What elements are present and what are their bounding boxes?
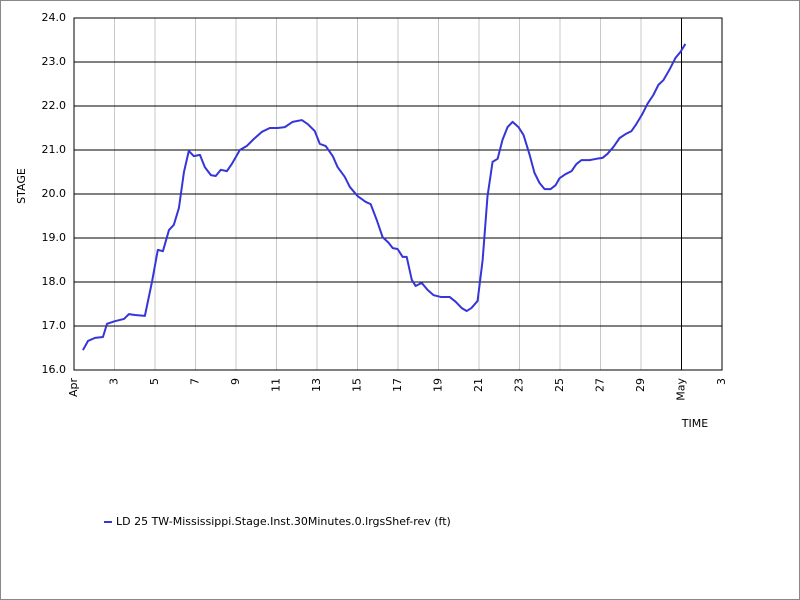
x-tick-label: 3 xyxy=(715,378,728,385)
y-tick-label: 20.0 xyxy=(42,187,67,200)
x-axis-label: TIME xyxy=(681,417,708,430)
y-axis-label: STAGE xyxy=(15,168,28,204)
x-tick-label: May xyxy=(675,378,688,401)
y-tick-label: 17.0 xyxy=(42,319,67,332)
y-tick-label: 19.0 xyxy=(42,231,67,244)
x-tick-label: 27 xyxy=(594,378,607,392)
x-tick-label: 19 xyxy=(432,378,445,392)
y-tick-label: 23.0 xyxy=(42,55,67,68)
y-tick-label: 21.0 xyxy=(42,143,67,156)
legend-label: LD 25 TW-Mississippi.Stage.Inst.30Minute… xyxy=(116,515,451,528)
y-tick-label: 24.0 xyxy=(42,11,67,24)
x-tick-label: 25 xyxy=(553,378,566,392)
x-tick-label: 3 xyxy=(108,378,121,385)
x-tick-label: Apr xyxy=(67,378,80,398)
x-tick-label: 9 xyxy=(229,378,242,385)
y-tick-label: 16.0 xyxy=(42,363,67,376)
x-tick-label: 7 xyxy=(189,378,202,385)
x-tick-label: 11 xyxy=(270,378,283,392)
series-line xyxy=(82,43,687,351)
plot-border xyxy=(73,17,723,371)
y-tick-label: 18.0 xyxy=(42,275,67,288)
x-tick-label: 21 xyxy=(472,378,485,392)
x-tick-label: 23 xyxy=(513,378,526,392)
y-tick-label: 22.0 xyxy=(42,99,67,112)
x-tick-label: 5 xyxy=(148,378,161,385)
x-tick-label: 15 xyxy=(351,378,364,392)
x-tick-label: 29 xyxy=(634,378,647,392)
x-tick-label: 13 xyxy=(310,378,323,392)
x-tick-label: 17 xyxy=(391,378,404,392)
